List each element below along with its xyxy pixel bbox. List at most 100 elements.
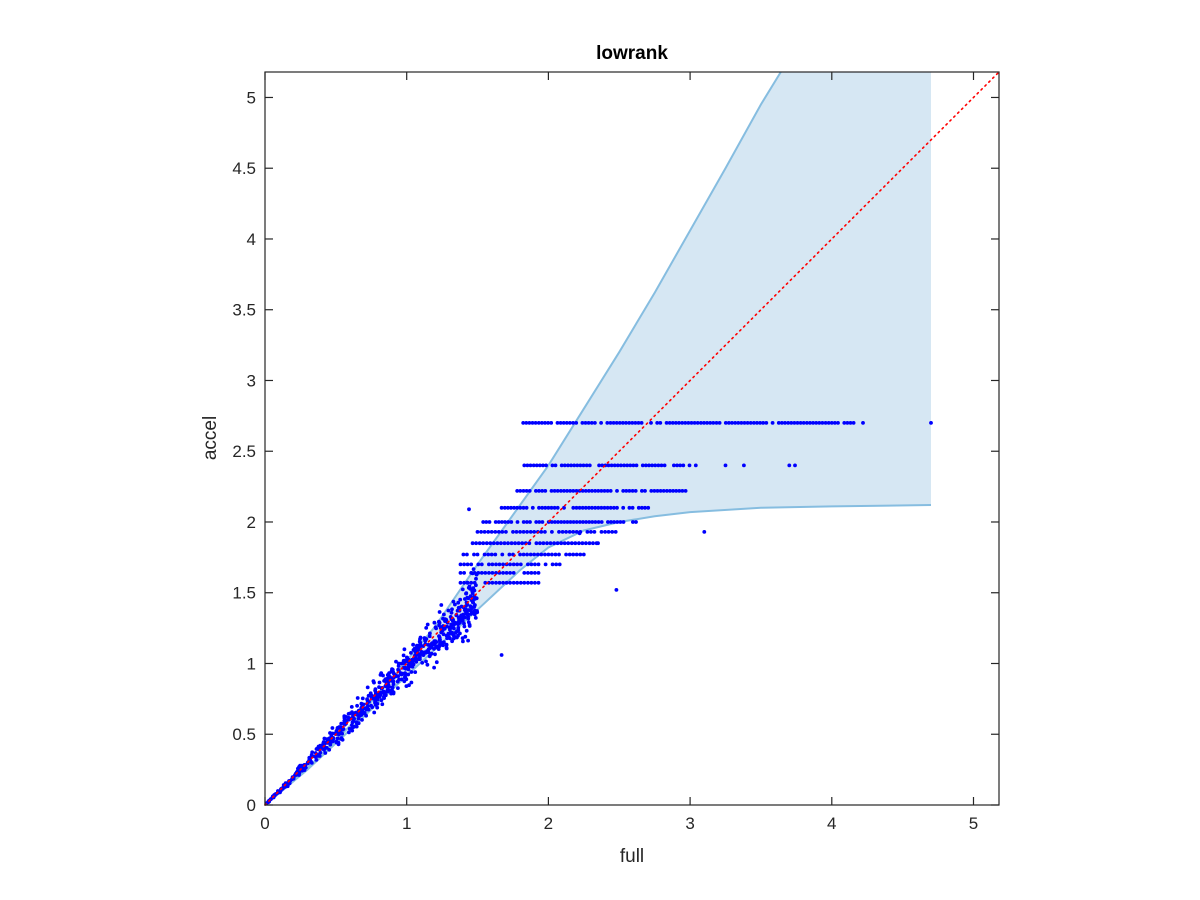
data-point <box>471 567 476 571</box>
data-point <box>426 650 431 655</box>
data-point <box>540 505 545 510</box>
data-point <box>608 489 613 493</box>
data-point <box>823 421 828 425</box>
data-point <box>444 646 449 651</box>
data-point <box>665 489 669 493</box>
data-point <box>409 670 414 674</box>
data-point <box>711 421 716 425</box>
data-point <box>587 463 592 468</box>
data-point <box>481 541 486 546</box>
data-point <box>571 421 575 425</box>
data-point <box>514 530 519 534</box>
data-point <box>479 571 484 575</box>
data-point <box>656 463 661 468</box>
data-point <box>364 713 368 718</box>
data-point <box>574 421 579 425</box>
data-point <box>501 580 505 585</box>
data-point <box>337 732 341 736</box>
data-point <box>646 505 651 510</box>
data-point <box>521 530 526 534</box>
data-point <box>470 541 475 546</box>
data-point <box>581 520 585 524</box>
data-point <box>406 672 411 677</box>
data-point <box>574 530 579 534</box>
data-point <box>437 610 442 614</box>
data-point <box>540 489 545 493</box>
data-point <box>592 530 597 534</box>
data-point <box>501 571 505 575</box>
data-point <box>546 421 550 425</box>
data-point <box>529 562 534 567</box>
data-point <box>571 530 576 534</box>
data-point <box>524 421 529 425</box>
data-point <box>462 562 466 567</box>
data-point <box>539 552 544 557</box>
data-point <box>402 647 407 652</box>
data-point <box>532 530 537 534</box>
data-point <box>318 750 323 755</box>
data-point <box>587 520 592 524</box>
data-point <box>695 421 700 425</box>
y-tick-label: 3 <box>247 371 256 390</box>
data-point <box>621 520 626 524</box>
data-point <box>346 712 351 716</box>
data-point <box>409 651 413 655</box>
data-point <box>792 421 797 425</box>
data-point <box>377 680 382 685</box>
data-point <box>612 520 616 524</box>
data-point <box>605 421 610 425</box>
data-point <box>649 421 653 425</box>
data-point <box>560 530 565 534</box>
data-point <box>528 530 533 534</box>
data-point <box>786 421 791 425</box>
data-point <box>625 463 630 468</box>
data-point <box>323 751 328 755</box>
data-point <box>597 463 601 468</box>
data-point <box>379 698 384 703</box>
data-point <box>605 505 610 510</box>
data-point <box>793 463 797 468</box>
data-point <box>458 615 462 620</box>
data-point <box>559 541 564 546</box>
data-point <box>536 571 541 575</box>
data-point <box>618 520 623 524</box>
data-point <box>578 463 583 468</box>
data-point <box>350 710 354 715</box>
data-point <box>558 421 563 425</box>
data-point <box>567 552 572 557</box>
data-point <box>798 421 803 425</box>
data-point <box>411 658 416 662</box>
data-point <box>354 724 359 729</box>
data-point <box>521 520 526 524</box>
data-point <box>465 595 470 600</box>
data-point <box>571 520 576 524</box>
data-point <box>524 489 529 493</box>
data-point <box>621 505 626 510</box>
data-point <box>417 639 422 644</box>
data-point <box>564 530 568 534</box>
data-point <box>836 421 840 425</box>
data-point <box>515 562 520 567</box>
data-point <box>636 505 641 510</box>
data-point <box>461 552 466 557</box>
data-point <box>596 520 601 524</box>
data-point <box>851 421 856 425</box>
data-point <box>636 421 641 425</box>
data-point <box>564 552 568 557</box>
data-point <box>584 541 588 546</box>
data-point <box>472 552 476 557</box>
data-point <box>396 686 400 690</box>
data-point <box>334 739 339 744</box>
data-point <box>442 640 446 645</box>
data-point <box>518 552 522 557</box>
data-point <box>340 737 345 742</box>
data-point <box>520 541 525 546</box>
data-point <box>562 520 567 524</box>
data-point <box>593 520 598 524</box>
chart-title: lowrank <box>596 43 668 64</box>
data-point <box>378 693 383 697</box>
data-point <box>516 541 521 546</box>
data-point <box>612 463 617 468</box>
data-point <box>680 489 685 493</box>
